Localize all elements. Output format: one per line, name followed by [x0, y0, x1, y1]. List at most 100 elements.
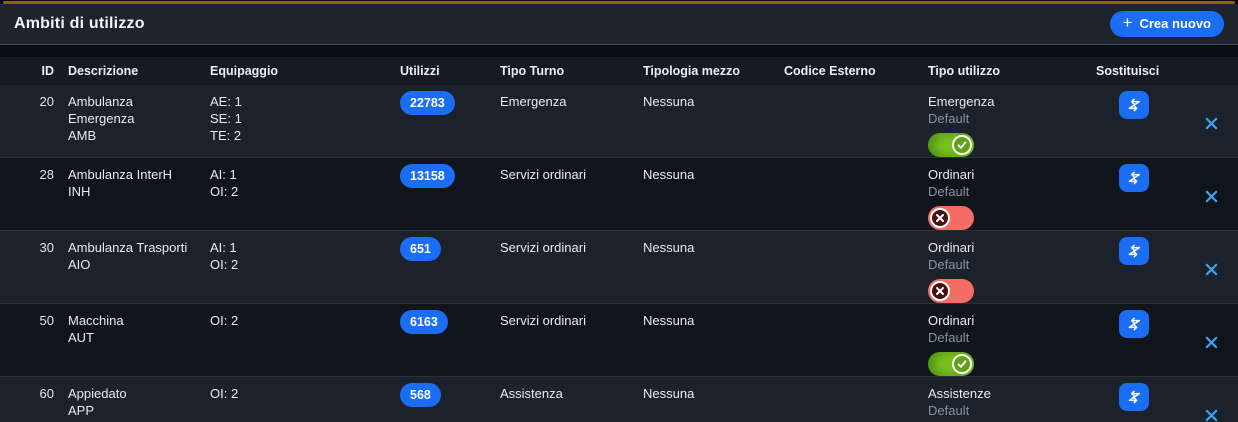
close-x-icon: [1205, 118, 1217, 130]
create-new-button[interactable]: + Crea nuovo: [1109, 10, 1224, 37]
cell-delete: [1184, 85, 1238, 157]
cell-equipaggio: AE: 1 SE: 1 TE: 2: [210, 93, 242, 143]
utilizzi-count-badge: 568: [400, 382, 441, 408]
header-tipo-utilizzo: Tipo utilizzo: [928, 63, 1000, 78]
cell-sostituisci: [1084, 231, 1184, 303]
substitute-button[interactable]: [1119, 382, 1149, 411]
cell-id: 50: [39, 312, 54, 328]
utilizzi-count-badge: 651: [400, 236, 441, 262]
delete-row-button[interactable]: [1201, 237, 1222, 303]
cell-id: 30: [39, 239, 54, 255]
cell-tipologia-mezzo: Nessuna: [643, 385, 695, 401]
swap-arrows-icon: [1128, 171, 1141, 185]
header-codice-esterno: Codice Esterno: [784, 63, 876, 78]
check-icon: [957, 360, 967, 368]
delete-row-button[interactable]: [1201, 91, 1222, 157]
close-x-icon: [1205, 264, 1217, 276]
cell-tipo-utilizzo: Ordinari Default: [916, 231, 1084, 303]
cell-descrizione: Ambulanza Trasporti AIO: [68, 239, 188, 272]
cell-utilizzi: 651: [388, 231, 488, 303]
tipo-utilizzo-default-label: Default: [928, 183, 970, 199]
cell-tipologia-mezzo: Nessuna: [643, 166, 695, 182]
close-x-icon: [1205, 191, 1217, 203]
default-toggle[interactable]: [928, 351, 974, 376]
delete-row-button[interactable]: [1201, 310, 1222, 376]
title-bar: Ambiti di utilizzo + Crea nuovo: [0, 3, 1238, 45]
cell-utilizzi: 22783: [388, 85, 488, 157]
cell-id: 28: [39, 166, 54, 182]
table-header-row: ID Descrizione Equipaggio Utilizzi Tipo …: [0, 56, 1238, 85]
cell-tipo-utilizzo: Emergenza Default: [916, 85, 1084, 157]
cell-sostituisci: [1084, 85, 1184, 157]
tipo-utilizzo-default-label: Default: [928, 402, 970, 418]
cell-utilizzi: 6163: [388, 304, 488, 376]
cell-delete: [1184, 231, 1238, 303]
create-new-label: Crea nuovo: [1139, 16, 1211, 32]
toggle-knob: [930, 280, 950, 301]
toggle-knob: [930, 207, 950, 228]
cell-codice-esterno: [772, 304, 916, 376]
utilizzi-count-badge: 22783: [400, 90, 455, 116]
cell-utilizzi: 13158: [388, 158, 488, 230]
cell-tipo-turno: Emergenza: [500, 93, 567, 109]
cell-sostituisci: [1084, 158, 1184, 230]
cell-delete: [1184, 377, 1238, 422]
substitute-button[interactable]: [1119, 309, 1149, 338]
substitute-button[interactable]: [1119, 163, 1149, 192]
cell-id: 20: [39, 93, 54, 109]
cell-tipologia-mezzo: Nessuna: [643, 93, 695, 109]
cell-descrizione: Ambulanza InterH INH: [68, 166, 173, 199]
cell-id: 60: [39, 385, 54, 401]
cell-sostituisci: [1084, 377, 1184, 422]
toggle-knob: [952, 134, 972, 155]
header-id: ID: [41, 63, 55, 78]
cell-codice-esterno: [772, 377, 916, 422]
tipo-utilizzo-value: Ordinari: [928, 166, 975, 182]
cell-tipo-utilizzo: Assistenze Default: [916, 377, 1084, 422]
default-toggle[interactable]: [928, 132, 974, 157]
utilizzi-count-badge: 6163: [400, 309, 448, 335]
header-tipo-turno: Tipo Turno: [500, 63, 565, 78]
cell-tipologia-mezzo: Nessuna: [643, 312, 695, 328]
substitute-button[interactable]: [1119, 236, 1149, 265]
default-toggle[interactable]: [928, 205, 974, 230]
default-toggle[interactable]: [928, 278, 974, 303]
tipo-utilizzo-value: Assistenze: [928, 385, 991, 401]
page-title: Ambiti di utilizzo: [14, 14, 145, 32]
substitute-button[interactable]: [1119, 90, 1149, 119]
top-accent-bar: [3, 1, 1235, 4]
table-row: 60 Appiedato APP OI: 2 568 Assistenza Nes…: [0, 375, 1238, 422]
cell-equipaggio: AI: 1 OI: 2: [210, 239, 239, 272]
cell-equipaggio: AI: 1 OI: 2: [210, 166, 239, 199]
toggle-knob: [952, 353, 972, 374]
cell-codice-esterno: [772, 231, 916, 303]
cell-codice-esterno: [772, 158, 916, 230]
tipo-utilizzo-default-label: Default: [928, 256, 970, 272]
table-top-spacer: [0, 44, 1238, 57]
swap-arrows-icon: [1128, 98, 1141, 112]
tipo-utilizzo-default-label: Default: [928, 329, 970, 345]
cell-tipo-utilizzo: Ordinari Default: [916, 158, 1084, 230]
cell-tipo-turno: Servizi ordinari: [500, 239, 586, 255]
cell-delete: [1184, 158, 1238, 230]
x-icon: [936, 286, 944, 295]
tipo-utilizzo-value: Emergenza: [928, 93, 995, 109]
cell-descrizione: Appiedato APP: [68, 385, 127, 418]
tipo-utilizzo-value: Ordinari: [928, 239, 975, 255]
close-x-icon: [1205, 337, 1217, 349]
delete-row-button[interactable]: [1201, 383, 1222, 422]
swap-arrows-icon: [1128, 244, 1141, 258]
cell-utilizzi: 568: [388, 377, 488, 422]
cell-tipo-turno: Assistenza: [500, 385, 563, 401]
tipo-utilizzo-value: Ordinari: [928, 312, 975, 328]
cell-tipo-turno: Servizi ordinari: [500, 166, 586, 182]
cell-delete: [1184, 304, 1238, 376]
cell-sostituisci: [1084, 304, 1184, 376]
table-row: 20 Ambulanza Emergenza AMB AE: 1 SE: 1 TE: …: [0, 84, 1238, 157]
table-body: 20 Ambulanza Emergenza AMB AE: 1 SE: 1 TE: …: [0, 84, 1238, 422]
header-utilizzi: Utilizzi: [400, 63, 440, 78]
cell-descrizione: Macchina AUT: [68, 312, 124, 345]
swap-arrows-icon: [1128, 390, 1141, 404]
cell-equipaggio: OI: 2: [210, 385, 239, 401]
delete-row-button[interactable]: [1201, 164, 1222, 230]
